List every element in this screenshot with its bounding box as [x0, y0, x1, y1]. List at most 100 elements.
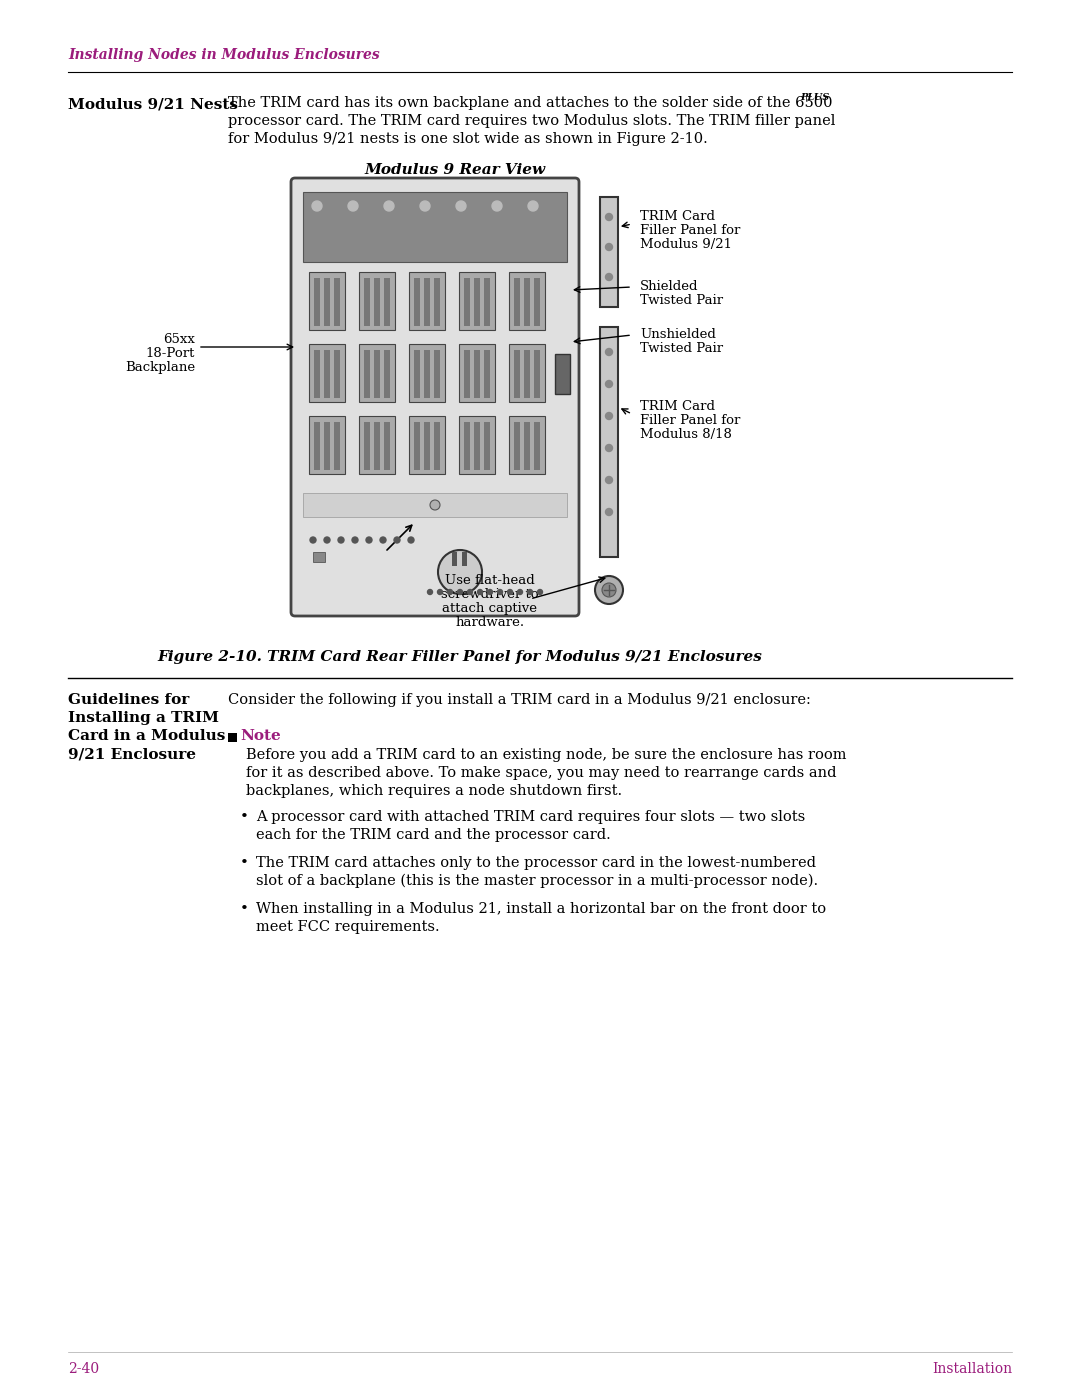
- Bar: [464, 422, 470, 469]
- Bar: [374, 278, 380, 326]
- Bar: [424, 422, 430, 469]
- Bar: [434, 278, 440, 326]
- Text: for it as described above. To make space, you may need to rearrange cards and: for it as described above. To make space…: [246, 766, 837, 780]
- Text: Card in a Modulus: Card in a Modulus: [68, 729, 226, 743]
- Bar: [484, 278, 490, 326]
- Text: attach captive: attach captive: [443, 602, 538, 615]
- Bar: [324, 278, 330, 326]
- Text: Installation: Installation: [932, 1362, 1012, 1376]
- Circle shape: [458, 590, 462, 595]
- Circle shape: [408, 536, 414, 543]
- Text: hardware.: hardware.: [456, 616, 525, 629]
- Text: When installing in a Modulus 21, install a horizontal bar on the front door to: When installing in a Modulus 21, install…: [256, 902, 826, 916]
- FancyBboxPatch shape: [291, 177, 579, 616]
- Bar: [314, 422, 320, 469]
- Text: 9/21 Enclosure: 9/21 Enclosure: [68, 747, 195, 761]
- Circle shape: [538, 590, 542, 595]
- Bar: [409, 272, 445, 330]
- Bar: [334, 422, 340, 469]
- Bar: [409, 344, 445, 402]
- Circle shape: [338, 536, 345, 543]
- Bar: [459, 272, 495, 330]
- Text: Guidelines for: Guidelines for: [68, 693, 189, 707]
- Circle shape: [420, 201, 430, 211]
- Bar: [414, 422, 420, 469]
- Text: Before you add a TRIM card to an existing node, be sure the enclosure has room: Before you add a TRIM card to an existin…: [246, 747, 847, 761]
- Text: meet FCC requirements.: meet FCC requirements.: [256, 921, 440, 935]
- Text: Modulus 9/21: Modulus 9/21: [640, 237, 732, 251]
- Text: processor card. The TRIM card requires two Modulus slots. The TRIM filler panel: processor card. The TRIM card requires t…: [228, 115, 835, 129]
- Bar: [228, 733, 237, 742]
- Circle shape: [468, 590, 473, 595]
- Circle shape: [487, 590, 492, 595]
- Text: for Modulus 9/21 nests is one slot wide as shown in Figure 2-10.: for Modulus 9/21 nests is one slot wide …: [228, 131, 707, 147]
- Text: Filler Panel for: Filler Panel for: [640, 224, 741, 237]
- Circle shape: [352, 536, 357, 543]
- Text: TRIM Card: TRIM Card: [640, 210, 715, 224]
- Text: backplanes, which requires a node shutdown first.: backplanes, which requires a node shutdo…: [246, 784, 622, 798]
- Bar: [409, 416, 445, 474]
- Bar: [434, 351, 440, 398]
- Bar: [424, 278, 430, 326]
- Bar: [534, 278, 540, 326]
- Bar: [303, 191, 567, 263]
- Bar: [434, 422, 440, 469]
- Circle shape: [384, 201, 394, 211]
- Bar: [313, 552, 325, 562]
- Bar: [459, 344, 495, 402]
- Circle shape: [595, 576, 623, 604]
- Bar: [384, 278, 390, 326]
- Text: Twisted Pair: Twisted Pair: [640, 342, 724, 355]
- Bar: [359, 272, 395, 330]
- Text: •: •: [240, 810, 248, 824]
- Bar: [364, 278, 370, 326]
- Bar: [484, 422, 490, 469]
- Circle shape: [606, 274, 612, 281]
- Bar: [509, 344, 545, 402]
- Bar: [334, 351, 340, 398]
- Text: each for the TRIM card and the processor card.: each for the TRIM card and the processor…: [256, 828, 611, 842]
- Bar: [524, 351, 530, 398]
- Circle shape: [606, 243, 612, 250]
- Circle shape: [606, 476, 612, 483]
- Circle shape: [492, 201, 502, 211]
- Bar: [464, 351, 470, 398]
- Bar: [453, 552, 457, 566]
- Bar: [462, 552, 467, 566]
- Circle shape: [310, 536, 316, 543]
- Text: 2-40: 2-40: [68, 1362, 99, 1376]
- Circle shape: [527, 590, 532, 595]
- Text: •: •: [240, 902, 248, 916]
- Bar: [309, 272, 345, 330]
- Bar: [334, 278, 340, 326]
- Text: The TRIM card attaches only to the processor card in the lowest-numbered: The TRIM card attaches only to the proce…: [256, 856, 816, 870]
- Text: Consider the following if you install a TRIM card in a Modulus 9/21 enclosure:: Consider the following if you install a …: [228, 693, 811, 707]
- Circle shape: [312, 201, 322, 211]
- Text: Modulus 9 Rear View: Modulus 9 Rear View: [364, 163, 545, 177]
- Bar: [314, 351, 320, 398]
- Circle shape: [606, 509, 612, 515]
- Text: Use flat-head: Use flat-head: [445, 574, 535, 587]
- Circle shape: [447, 590, 453, 595]
- Bar: [364, 351, 370, 398]
- Bar: [474, 422, 480, 469]
- Circle shape: [528, 201, 538, 211]
- Text: Backplane: Backplane: [125, 360, 195, 374]
- Text: Unshielded: Unshielded: [640, 328, 716, 341]
- Circle shape: [324, 536, 330, 543]
- Bar: [424, 351, 430, 398]
- Bar: [514, 351, 519, 398]
- Circle shape: [428, 590, 432, 595]
- Circle shape: [456, 201, 465, 211]
- Bar: [600, 327, 618, 557]
- Bar: [414, 278, 420, 326]
- Bar: [524, 278, 530, 326]
- Bar: [514, 278, 519, 326]
- Circle shape: [366, 536, 372, 543]
- Circle shape: [348, 201, 357, 211]
- Bar: [509, 416, 545, 474]
- Circle shape: [438, 550, 482, 594]
- Text: Modulus 8/18: Modulus 8/18: [640, 427, 732, 441]
- Text: A processor card with attached TRIM card requires four slots — two slots: A processor card with attached TRIM card…: [256, 810, 806, 824]
- Bar: [374, 422, 380, 469]
